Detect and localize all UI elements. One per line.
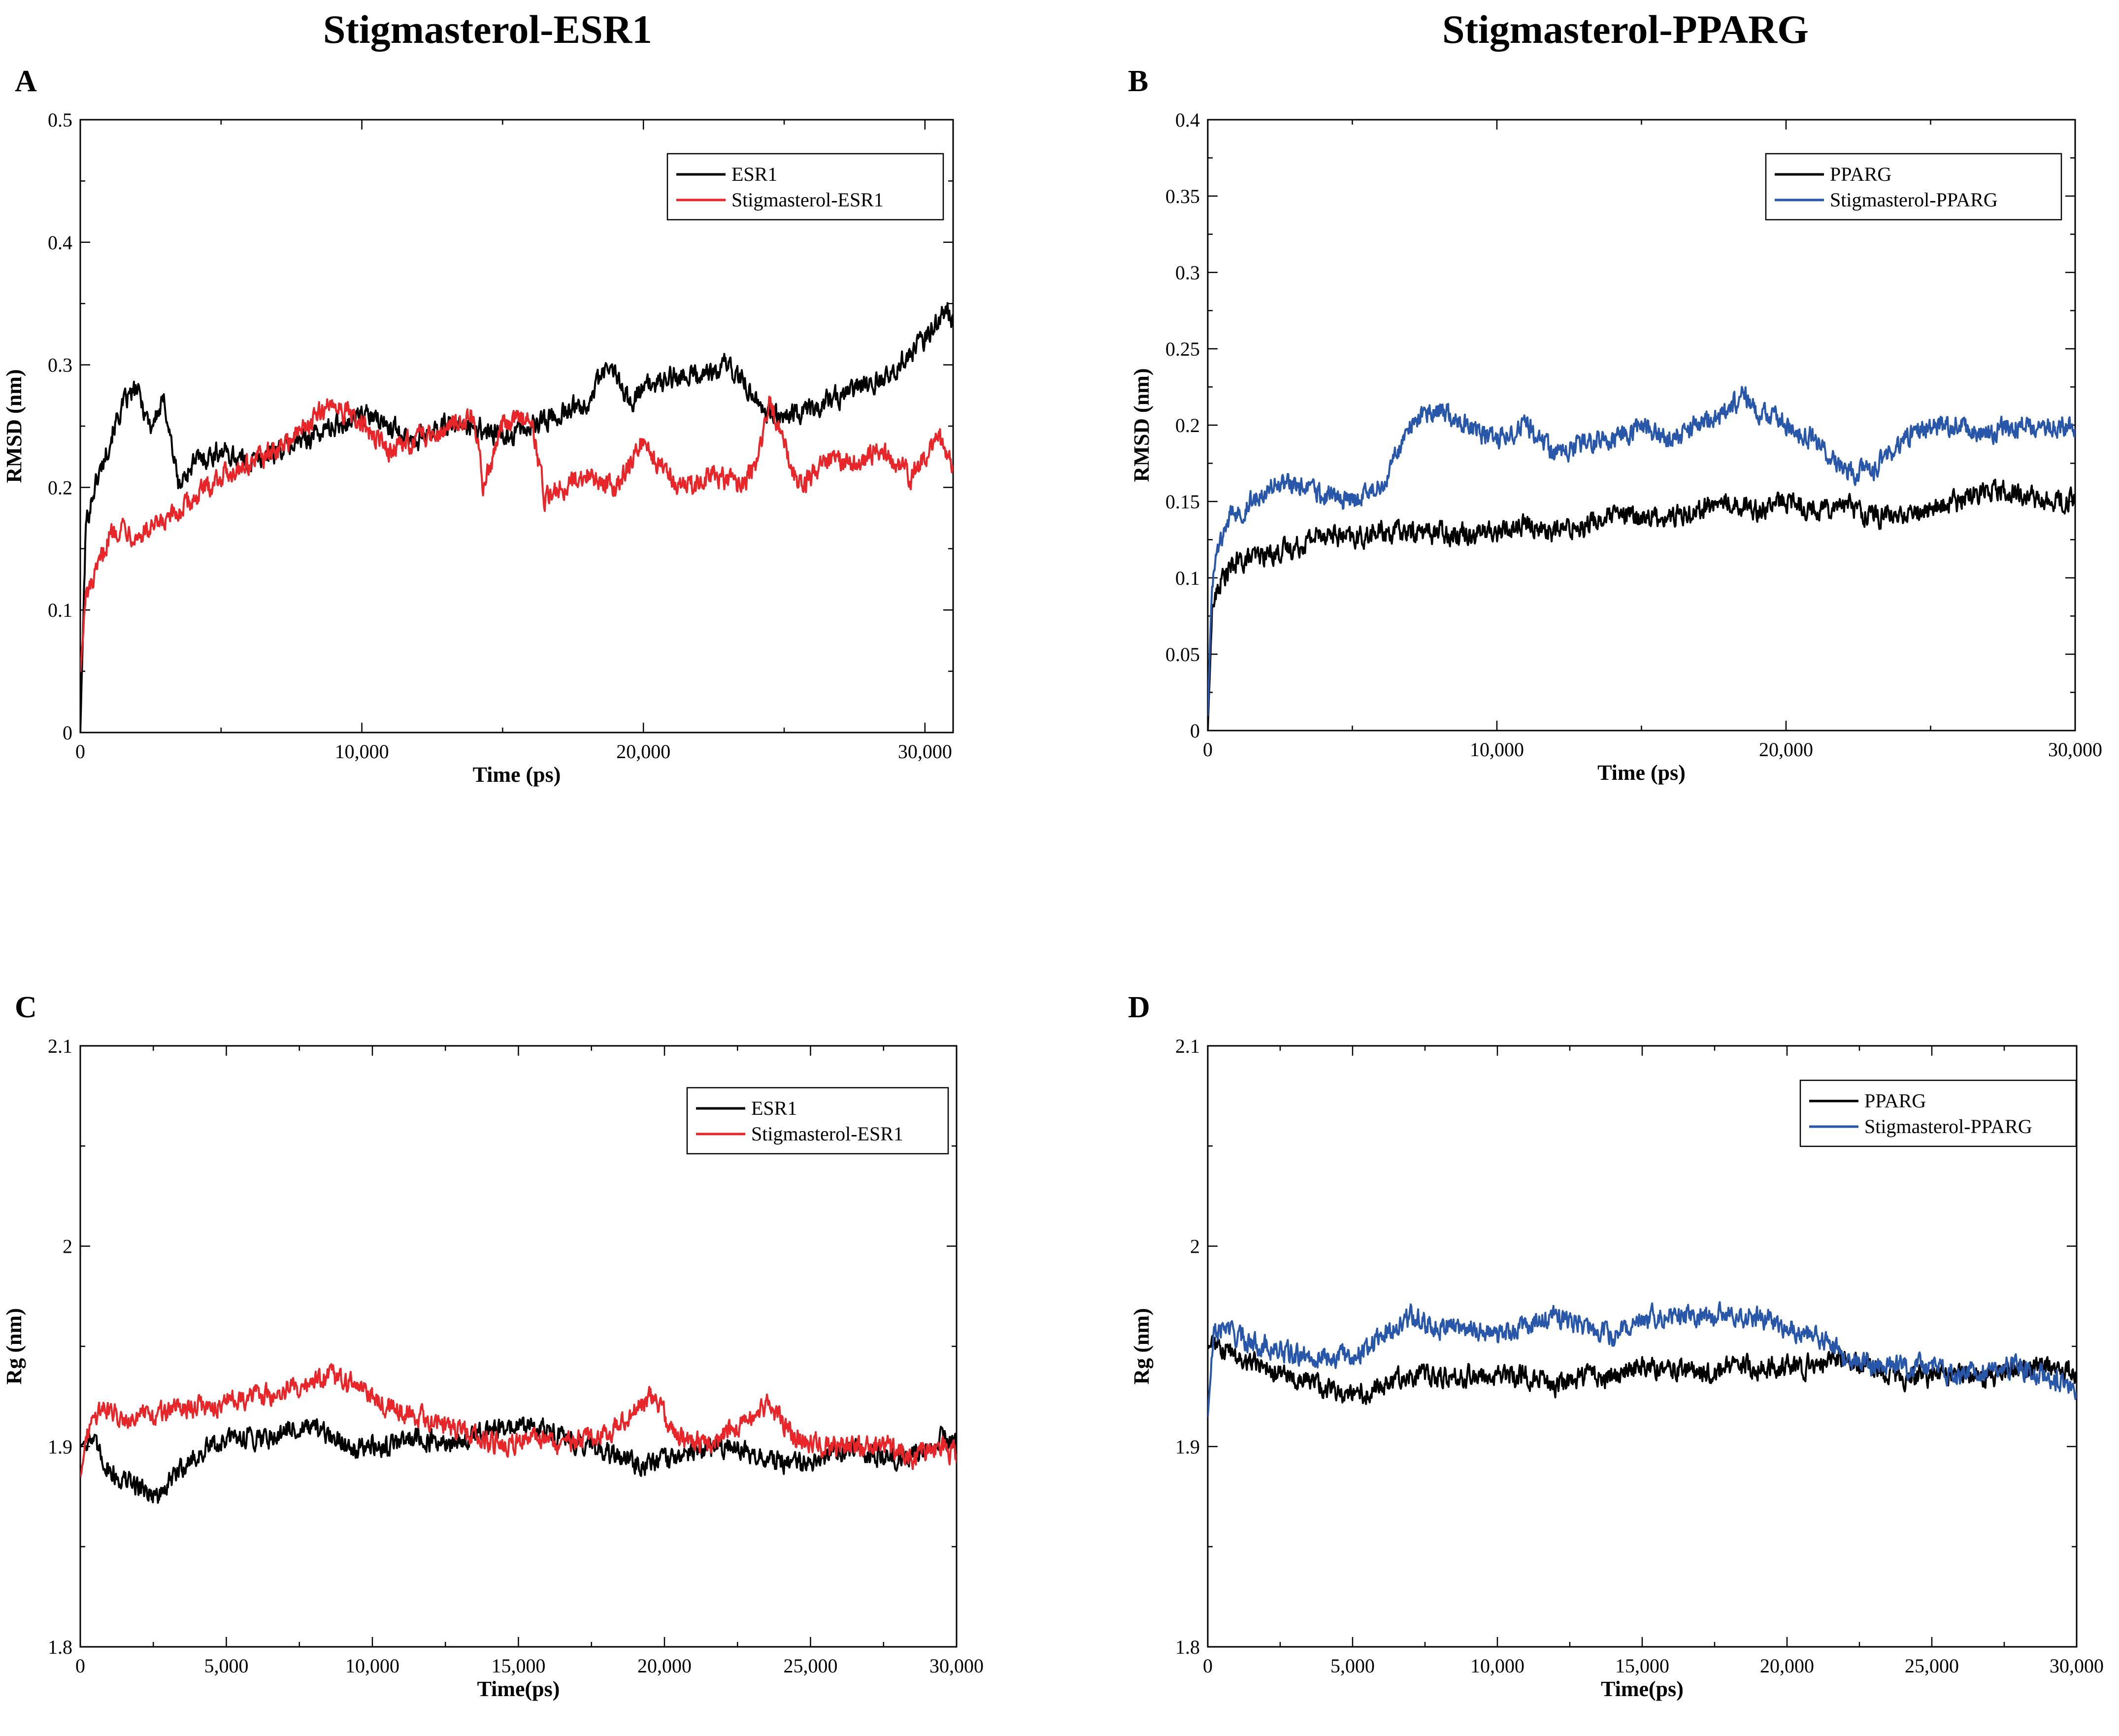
x-tick-label: 0: [75, 740, 85, 763]
legend-label: Stigmasterol-PPARG: [1864, 1115, 2032, 1137]
chart-b: 0 0.05 0.1 0.15 0.2 0.25 0.3 0.35 0.4 0 10,000 20,0…: [1129, 109, 2102, 785]
y-tick-label: 0.35: [1165, 185, 1200, 207]
y-tick-label: 0.15: [1165, 491, 1200, 513]
legend-label: PPARG: [1830, 163, 1891, 185]
x-axis-label: Time (ps): [473, 763, 561, 787]
left-column-title: Stigmasterol-ESR1: [323, 7, 653, 52]
x-tick-label: 25,000: [784, 1655, 838, 1677]
series-line-stigmasterol-esr1: [80, 396, 953, 672]
x-tick-label: 20,000: [1759, 738, 1813, 761]
legend-box: [686, 1087, 949, 1155]
y-tick-label: 1.9: [1175, 1436, 1200, 1458]
series-line-stigmasterol-pparg: [1208, 386, 2075, 716]
right-column-title: Stigmasterol-PPARG: [1442, 7, 1809, 52]
x-tick-label: 20,000: [1760, 1655, 1814, 1677]
x-tick-label: 30,000: [929, 1655, 984, 1677]
y-tick-label: 0.2: [48, 476, 72, 499]
x-tick-label: 20,000: [637, 1655, 692, 1677]
y-tick-label: 0.4: [48, 232, 72, 254]
legend: ESR1 Stigmasterol-ESR1: [686, 1087, 949, 1155]
series-line-pparg: [1208, 1335, 2077, 1405]
y-tick-label: 0.3: [48, 354, 72, 376]
y-axis-label: Rg (nm): [2, 1308, 26, 1384]
x-tick-label: 0: [1203, 738, 1213, 761]
y-tick-label: 0.05: [1165, 643, 1200, 666]
x-tick-label: 0: [1203, 1655, 1213, 1677]
panel-letter-d: D: [1128, 991, 1150, 1024]
legend-label: Stigmasterol-PPARG: [1830, 189, 1998, 211]
legend-label: ESR1: [731, 163, 777, 185]
legend-label: ESR1: [751, 1097, 797, 1119]
x-tick-label: 30,000: [2048, 738, 2102, 761]
y-tick-label: 2: [63, 1235, 72, 1258]
x-tick-label: 30,000: [2050, 1655, 2104, 1677]
y-tick-label: 0.4: [1175, 109, 1200, 131]
x-tick-label: 20,000: [616, 740, 670, 763]
legend: PPARG Stigmasterol-PPARG: [1765, 153, 2062, 221]
legend-label: Stigmasterol-ESR1: [731, 189, 884, 211]
y-tick-label: 1.9: [48, 1436, 72, 1458]
x-tick-label: 10,000: [335, 740, 389, 763]
legend-label: Stigmasterol-ESR1: [751, 1123, 903, 1145]
chart-c: 1.8 1.9 2 2.1 0 5,000 10,000 15,000 20,000 25,000…: [2, 1035, 984, 1701]
y-tick-label: 0: [1190, 720, 1200, 742]
legend-box: [1765, 153, 2062, 221]
series-line-pparg: [1208, 478, 2075, 731]
x-tick-label: 5,000: [1330, 1655, 1375, 1677]
y-tick-label: 0.1: [1175, 567, 1200, 589]
y-tick-label: 0.3: [1175, 262, 1200, 284]
y-tick-label: 2: [1190, 1235, 1200, 1258]
x-tick-label: 15,000: [1615, 1655, 1669, 1677]
series-line-esr1: [80, 1416, 957, 1504]
panel-letter-b: B: [1128, 65, 1149, 98]
y-tick-label: 1.8: [48, 1636, 72, 1658]
x-tick-label: 0: [75, 1655, 85, 1677]
x-axis-label: Time (ps): [1597, 761, 1686, 785]
legend-label: PPARG: [1864, 1090, 1926, 1112]
series-line-stigmasterol-pparg: [1208, 1301, 2077, 1417]
legend-box: [666, 153, 944, 221]
y-tick-label: 0.1: [48, 599, 72, 621]
x-tick-label: 10,000: [345, 1655, 399, 1677]
panel-letter-c: C: [15, 991, 37, 1024]
chart-a: 0 0.1 0.2 0.3 0.4 0.5 0 10,000 20,000 30,000 Time …: [2, 109, 954, 787]
legend: ESR1 Stigmasterol-ESR1: [666, 153, 944, 221]
chart-d: 1.8 1.9 2 2.1 0 5,000 10,000 15,000 20,000 25,000…: [1129, 1035, 2104, 1701]
panel-letter-a: A: [15, 65, 37, 98]
x-tick-label: 10,000: [1470, 1655, 1524, 1677]
y-tick-label: 2.1: [1175, 1035, 1200, 1057]
x-tick-label: 15,000: [492, 1655, 546, 1677]
x-tick-label: 5,000: [204, 1655, 249, 1677]
legend: PPARG Stigmasterol-PPARG: [1799, 1079, 2077, 1147]
x-tick-label: 10,000: [1470, 738, 1524, 761]
y-axis-label: RMSD (nm): [2, 369, 26, 483]
x-tick-label: 30,000: [898, 740, 952, 763]
y-tick-label: 1.8: [1175, 1636, 1200, 1658]
legend-box: [1799, 1079, 2077, 1147]
y-tick-label: 2.1: [48, 1035, 72, 1057]
x-axis-label: Time(ps): [477, 1677, 560, 1701]
y-tick-label: 0: [63, 722, 72, 744]
y-tick-label: 0.2: [1175, 414, 1200, 436]
series-line-esr1: [80, 302, 953, 733]
x-axis-label: Time(ps): [1601, 1677, 1684, 1701]
series-line-stigmasterol-esr1: [80, 1363, 957, 1478]
y-tick-label: 0.5: [48, 109, 72, 131]
y-axis-label: Rg (nm): [1129, 1308, 1154, 1384]
x-tick-label: 25,000: [1905, 1655, 1959, 1677]
y-tick-label: 0.25: [1165, 338, 1200, 360]
y-axis-label: RMSD (nm): [1129, 368, 1154, 482]
